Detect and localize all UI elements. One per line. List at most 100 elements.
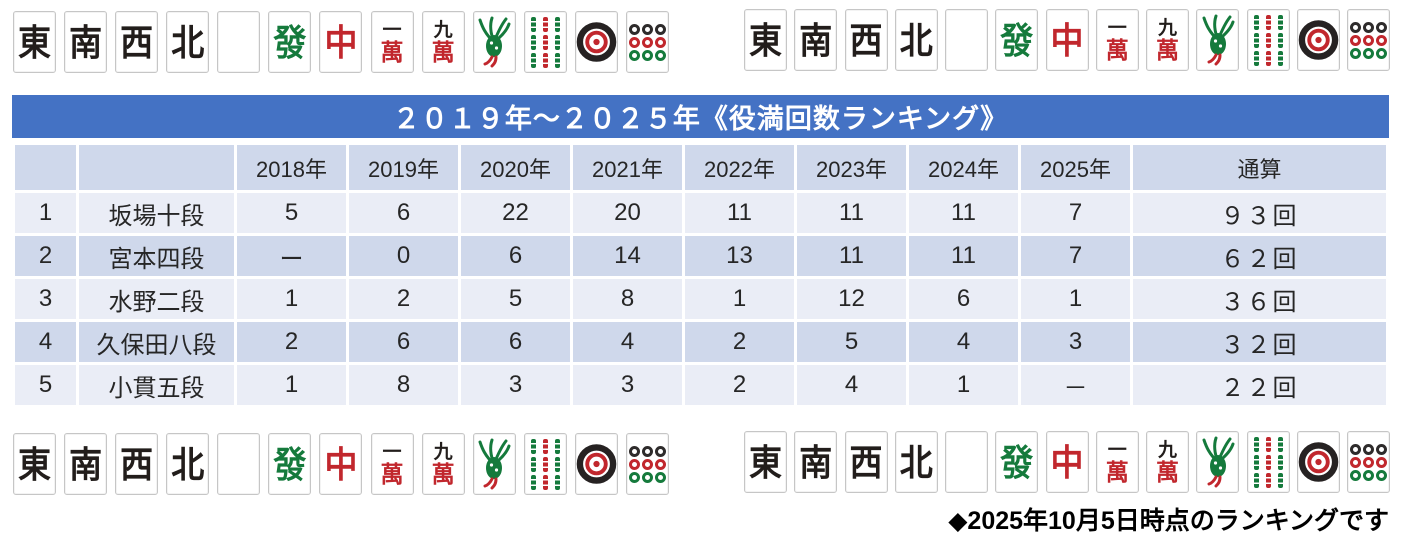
circle-dot — [1350, 34, 1361, 46]
bird-icon — [478, 16, 511, 68]
table-row: 3 水野二段 1 2 5 8 1 12 6 1 ３６回 — [12, 276, 1389, 322]
tile-glyph: 發 — [1000, 18, 1034, 62]
bamboo-stick — [542, 52, 548, 68]
tile-south-wind: 南 — [64, 11, 108, 73]
year-count-cell: 3 — [1018, 319, 1133, 365]
circle-dot — [1376, 21, 1387, 33]
circle-dot — [628, 471, 640, 483]
tile-one-pin — [1296, 9, 1340, 71]
tile-red-dragon: 中 — [1045, 9, 1089, 71]
man-number: 九 — [433, 18, 453, 41]
column-header-2018年: 2018年 — [234, 142, 349, 193]
circle-dot — [1376, 443, 1387, 455]
column-header-2022年: 2022年 — [682, 142, 797, 193]
year-count-cell: 11 — [682, 190, 797, 236]
column-header-empty — [76, 142, 237, 193]
circle-dot — [654, 458, 666, 470]
bamboo-stick — [530, 34, 536, 50]
rank-cell: 3 — [12, 276, 79, 322]
man-character: 萬 — [1156, 36, 1179, 64]
tile-glyph: 中 — [324, 442, 358, 486]
year-count-cell: 22 — [458, 190, 573, 236]
bamboo-stick — [1265, 14, 1271, 30]
tile-glyph: 北 — [171, 442, 205, 486]
tile-glyph: 北 — [171, 20, 205, 64]
tile-white-dragon — [217, 11, 261, 73]
tile-glyph: 一萬 — [381, 442, 404, 486]
man-character: 萬 — [380, 38, 404, 66]
tile-nine-pin — [1347, 431, 1390, 493]
circle-dot — [641, 458, 653, 470]
tile-glyph: 北 — [899, 440, 933, 484]
rank-cell: 5 — [12, 362, 79, 408]
year-count-cell: 5 — [794, 319, 909, 365]
tile-glyph: 九萬 — [431, 440, 455, 488]
tile-one-man: 一萬 — [1095, 431, 1139, 493]
year-count-cell: 12 — [794, 276, 909, 322]
man-number: 九 — [433, 440, 453, 463]
circle-dot — [1350, 21, 1361, 33]
circle-dot — [654, 23, 666, 35]
tile-glyph: 南 — [799, 18, 833, 62]
circle-dot — [1363, 456, 1374, 468]
bird-icon — [478, 438, 511, 490]
bamboo-stick — [1253, 472, 1259, 488]
yakuman-ranking-table: 2018年 2019年 2020年 2021年 2022年 2023年 2024年 2025年… — [12, 142, 1389, 408]
circle-dot — [1363, 34, 1374, 46]
bamboo-stick — [554, 438, 560, 454]
year-count-cell: 6 — [346, 190, 461, 236]
circle-dot — [628, 49, 640, 61]
bamboo-stick — [554, 456, 560, 472]
tile-nine-man: 九萬 — [421, 11, 465, 73]
player-name-cell: 水野二段 — [76, 276, 237, 322]
nine-circles-icon — [1350, 443, 1387, 481]
circle-dot — [654, 36, 666, 48]
tile-glyph: 中 — [324, 20, 358, 64]
nine-bamboo-icon — [530, 16, 560, 68]
table-row: 5 小貫五段 1 8 3 3 2 4 1 － ２２回 — [12, 362, 1389, 408]
bird-icon — [1202, 436, 1235, 488]
year-count-cell: 5 — [234, 190, 349, 236]
year-count-cell: 6 — [346, 319, 461, 365]
bamboo-stick — [1253, 454, 1259, 470]
bamboo-stick — [1265, 472, 1271, 488]
page-title-text: ２０１９年～２０２５年《役満回数ランキング》 — [392, 104, 1009, 134]
tile-glyph: 中 — [1050, 440, 1084, 484]
table-body: 1 坂場十段 5 6 22 20 11 11 11 7 ９３回 2 宮本四段ー 0 6 14 13 11 11 7 ６２… — [12, 190, 1389, 408]
table-row: 1 坂場十段 5 6 22 20 11 11 11 7 ９３回 — [12, 190, 1389, 236]
tile-nine-sou — [1246, 431, 1290, 493]
tile-south-wind: 南 — [794, 9, 838, 71]
man-character: 萬 — [1105, 36, 1129, 64]
tile-north-wind: 北 — [166, 11, 210, 73]
man-number: 九 — [1157, 16, 1177, 39]
year-count-cell: 11 — [906, 233, 1021, 279]
man-character: 萬 — [431, 460, 455, 488]
circle-dot — [654, 471, 666, 483]
year-count-cell: 7 — [1018, 190, 1133, 236]
rank-cell: 1 — [12, 190, 79, 236]
tile-one-pin — [574, 433, 618, 495]
tile-west-wind: 西 — [115, 433, 159, 495]
player-name-cell: 小貫五段 — [76, 362, 237, 408]
page-title: ２０１９年～２０２５年《役満回数ランキング》 — [12, 95, 1389, 138]
bamboo-stick — [1277, 472, 1283, 488]
player-name-cell: 宮本四段 — [76, 233, 237, 279]
column-header-2019年: 2019年 — [346, 142, 461, 193]
tile-glyph: 發 — [273, 20, 307, 64]
year-count-cell: 0 — [346, 233, 461, 279]
tile-red-dragon: 中 — [319, 11, 363, 73]
tile-glyph: 一萬 — [380, 20, 404, 66]
tile-glyph: 東 — [18, 442, 51, 486]
tile-nine-pin — [625, 11, 669, 73]
bamboo-stick — [1265, 436, 1271, 452]
year-count-cell: 2 — [346, 276, 461, 322]
bamboo-stick — [542, 16, 548, 32]
bamboo-stick — [554, 52, 560, 68]
table-row: 4 久保田八段 2 6 6 4 2 5 4 3 ３２回 — [12, 319, 1389, 365]
circle-dot — [628, 458, 640, 470]
tile-glyph: 西 — [120, 442, 154, 486]
column-header-empty — [12, 142, 79, 193]
nine-circles-icon — [628, 445, 666, 483]
tile-glyph: 南 — [799, 440, 833, 484]
